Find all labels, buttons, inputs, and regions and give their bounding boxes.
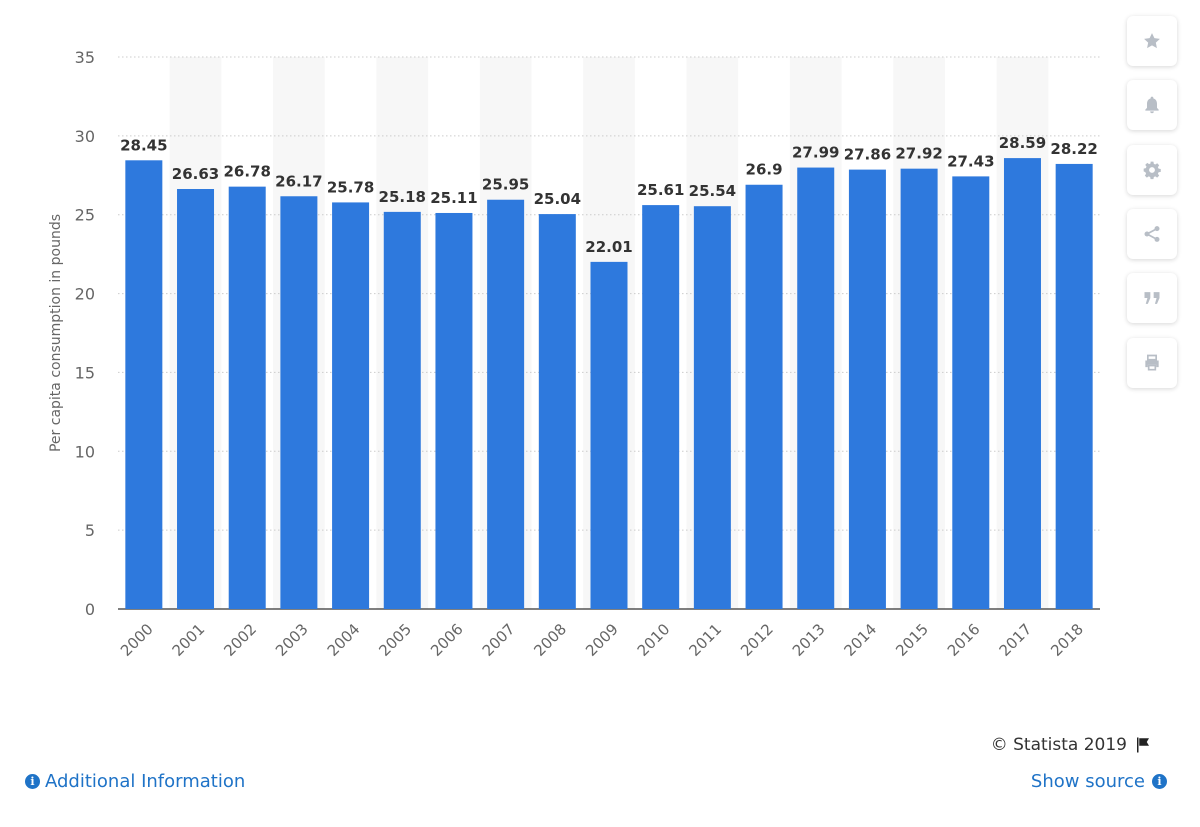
y-tick-label: 35 xyxy=(75,48,95,67)
bar[interactable] xyxy=(228,186,266,609)
bar[interactable] xyxy=(1055,163,1093,609)
info-icon: i xyxy=(25,774,40,789)
y-tick-label: 10 xyxy=(75,442,95,461)
show-source-label: Show source xyxy=(1030,771,1145,792)
bar[interactable] xyxy=(177,189,215,610)
print-button[interactable] xyxy=(1127,338,1177,388)
bar[interactable] xyxy=(1003,158,1041,610)
data-label: 27.92 xyxy=(895,145,942,163)
data-label: 25.18 xyxy=(379,188,426,206)
x-tick-label: 2001 xyxy=(169,620,209,660)
y-tick-label: 0 xyxy=(85,600,95,619)
x-tick-label: 2004 xyxy=(324,620,364,660)
x-tick-label: 2011 xyxy=(685,620,725,660)
x-tick-label: 2012 xyxy=(737,620,777,660)
print-icon xyxy=(1145,354,1159,371)
data-label: 25.04 xyxy=(534,190,581,208)
data-label: 22.01 xyxy=(585,238,632,256)
data-label: 26.78 xyxy=(223,163,270,181)
y-tick-label: 15 xyxy=(75,363,95,382)
bar[interactable] xyxy=(125,160,163,609)
bar[interactable] xyxy=(435,212,473,609)
flag-icon[interactable] xyxy=(1134,736,1152,754)
data-label: 25.95 xyxy=(482,176,529,194)
y-tick-label: 25 xyxy=(75,206,95,225)
y-tick-label: 30 xyxy=(75,127,95,146)
data-label: 26.17 xyxy=(275,172,322,190)
bar-chart: 0 5 10 15 20 25 30 35 2000 2001 2002 2003 2004 2005 2… xyxy=(48,48,1100,660)
x-tick-label: 2010 xyxy=(634,620,674,660)
bar[interactable] xyxy=(848,169,886,609)
favorite-button[interactable] xyxy=(1127,16,1177,66)
gear-icon xyxy=(1143,161,1161,180)
data-label: 27.99 xyxy=(792,144,839,162)
bar[interactable] xyxy=(487,199,525,609)
data-label: 28.22 xyxy=(1050,140,1097,158)
x-tick-label: 2008 xyxy=(530,620,570,660)
x-tick-label: 2006 xyxy=(427,620,467,660)
notification-button[interactable] xyxy=(1127,80,1177,130)
data-label: 26.63 xyxy=(172,165,219,183)
x-tick-label: 2007 xyxy=(479,620,519,660)
credit-text: © Statista 2019 xyxy=(990,735,1127,755)
data-label: 25.54 xyxy=(689,182,736,200)
y-axis-title: Per capita consumption in pounds xyxy=(48,214,64,452)
bar[interactable] xyxy=(952,176,990,609)
star-icon xyxy=(1144,33,1160,49)
statista-credit: © Statista 2019 xyxy=(991,735,1152,755)
quote-icon xyxy=(1144,292,1160,304)
x-tick-label: 2013 xyxy=(789,620,829,660)
y-tick-label: 20 xyxy=(75,285,95,304)
bar[interactable] xyxy=(538,214,576,609)
data-label: 28.45 xyxy=(120,136,167,154)
bar[interactable] xyxy=(797,167,835,609)
settings-button[interactable] xyxy=(1127,145,1177,195)
data-label: 25.61 xyxy=(637,181,684,199)
x-tick-label: 2002 xyxy=(220,620,260,660)
additional-information-label: Additional Information xyxy=(45,771,246,792)
x-tick-label: 2005 xyxy=(375,620,415,660)
bar[interactable] xyxy=(590,261,628,609)
bar[interactable] xyxy=(280,196,318,609)
x-tick-label: 2018 xyxy=(1047,620,1087,660)
bar[interactable] xyxy=(383,211,421,609)
bar[interactable] xyxy=(900,168,938,609)
y-tick-label: 5 xyxy=(85,521,95,540)
x-tick-label: 2000 xyxy=(117,620,157,660)
x-tick-label: 2003 xyxy=(272,620,312,660)
data-label: 25.11 xyxy=(430,189,477,207)
data-label: 28.59 xyxy=(999,134,1046,152)
share-icon xyxy=(1144,226,1160,242)
data-label: 27.43 xyxy=(947,152,994,170)
cite-button[interactable] xyxy=(1127,273,1177,323)
additional-information-link[interactable]: i Additional Information xyxy=(25,771,245,792)
x-tick-label: 2017 xyxy=(996,620,1036,660)
show-source-link[interactable]: Show source i xyxy=(1031,771,1167,792)
data-label: 25.78 xyxy=(327,178,374,196)
x-tick-label: 2014 xyxy=(841,620,881,660)
x-tick-label: 2009 xyxy=(582,620,622,660)
info-icon: i xyxy=(1152,774,1167,789)
bell-icon xyxy=(1145,96,1159,114)
data-label: 26.9 xyxy=(746,161,783,179)
data-label: 27.86 xyxy=(844,146,891,164)
x-tick-label: 2015 xyxy=(892,620,932,660)
share-button[interactable] xyxy=(1127,209,1177,259)
bar[interactable] xyxy=(745,184,783,609)
bar[interactable] xyxy=(332,202,370,609)
bar[interactable] xyxy=(642,205,680,609)
bar[interactable] xyxy=(693,206,731,610)
x-tick-label: 2016 xyxy=(944,620,984,660)
